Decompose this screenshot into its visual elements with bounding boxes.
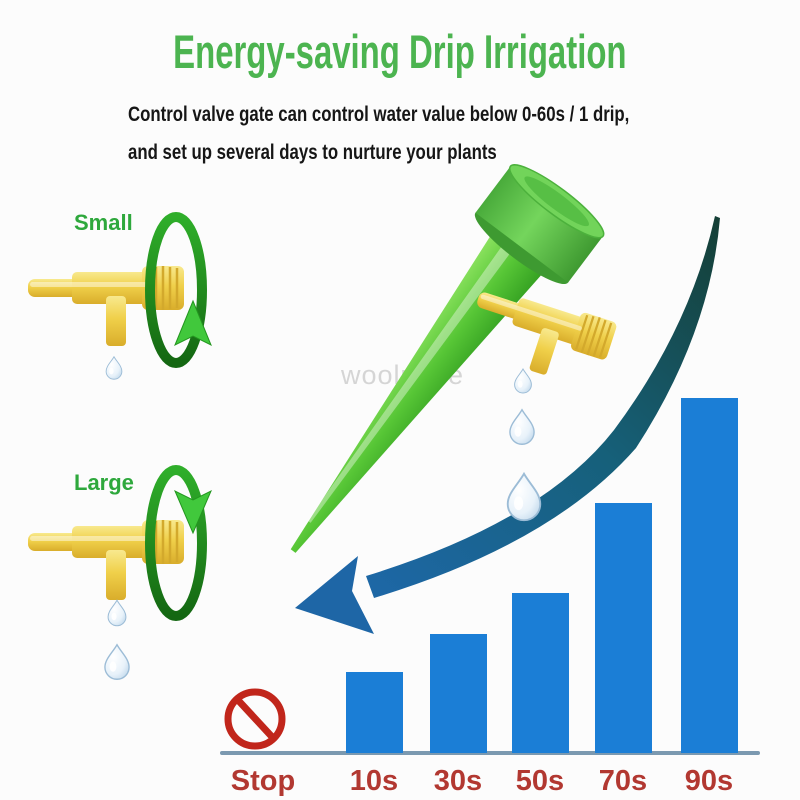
chart-bar-70s bbox=[594, 503, 652, 753]
rotation-ring-icon bbox=[145, 465, 207, 621]
rotation-ring-icon bbox=[145, 212, 207, 368]
chart-baseline bbox=[220, 751, 760, 755]
decreasing-flow-arrow-icon bbox=[295, 216, 720, 634]
chart-label-70s: 70s bbox=[598, 765, 648, 797]
large-setting-label: Large bbox=[74, 470, 134, 495]
subtitle-line1: Control valve gate can control water val… bbox=[128, 103, 630, 126]
subtitle: Control valve gate can control water val… bbox=[128, 96, 755, 172]
large-valve-illustration bbox=[26, 465, 212, 680]
chart-bar-50s bbox=[511, 593, 569, 753]
chart-label-90s: 90s bbox=[684, 765, 734, 797]
no-drip-prohibition-icon bbox=[224, 688, 286, 750]
chart-bar-10s bbox=[345, 672, 403, 753]
chart-label-10s: 10s bbox=[349, 765, 399, 797]
chart-bar-90s bbox=[680, 398, 738, 753]
chart-label-50s: 50s bbox=[515, 765, 565, 797]
small-valve-illustration bbox=[26, 212, 212, 380]
chart-bar-30s bbox=[429, 634, 487, 753]
chart-label-30s: 30s bbox=[433, 765, 483, 797]
page-title: Energy-saving Drip Irrigation bbox=[0, 24, 800, 79]
rotate-arrow-down-icon bbox=[174, 489, 212, 535]
chart-label-Stop: Stop bbox=[230, 765, 296, 797]
page-title-text: Energy-saving Drip Irrigation bbox=[173, 25, 627, 78]
subtitle-line2: and set up several days to nurture your … bbox=[128, 141, 497, 164]
rotate-arrow-up-icon bbox=[174, 299, 212, 347]
small-setting-label: Small bbox=[74, 210, 133, 235]
